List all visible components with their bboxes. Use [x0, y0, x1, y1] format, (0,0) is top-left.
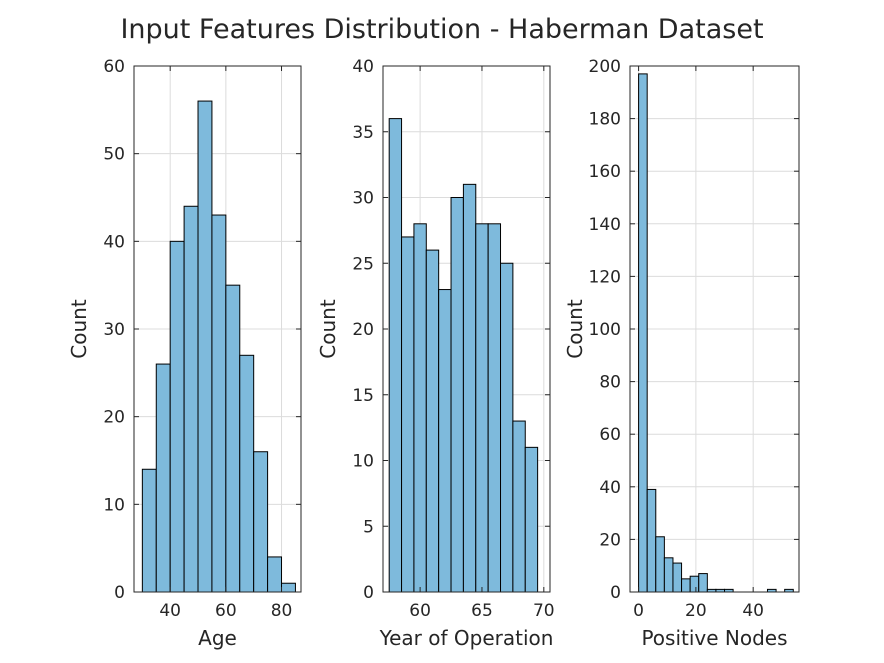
x-tick-label: 20	[685, 601, 707, 621]
histogram-bar	[646, 488, 657, 593]
figure-title: Input Features Distribution - Haberman D…	[120, 14, 763, 45]
y-tick-label: 180	[589, 110, 621, 130]
histogram-bar	[524, 446, 539, 593]
histogram-bar	[281, 582, 296, 593]
x-axis-label: Year of Operation	[379, 626, 554, 650]
y-tick-label: 20	[352, 320, 374, 340]
subplot-age: 0 10 20 30 40 50 60 40 60 80 Age Count	[67, 57, 302, 650]
histogram-bar	[183, 205, 199, 593]
x-tick-label: 70	[533, 601, 555, 621]
y-tick-label: 100	[589, 320, 621, 340]
histogram-bar	[169, 240, 185, 593]
histogram-bar	[425, 249, 440, 593]
x-tick-label: 80	[271, 601, 293, 621]
histogram-bar	[512, 420, 526, 593]
histogram-bar	[655, 536, 665, 593]
y-tick-label: 40	[599, 478, 621, 498]
y-tick-label: 25	[352, 254, 374, 274]
histogram-bar	[487, 223, 502, 593]
histogram-bar	[141, 468, 157, 593]
y-tick-label: 120	[589, 267, 621, 287]
y-tick-label: 40	[103, 232, 125, 252]
y-axis-label: Count	[316, 299, 340, 359]
x-tick-label: 60	[409, 601, 431, 621]
y-tick-label: 140	[589, 215, 621, 235]
histogram-bar	[689, 575, 700, 593]
y-axis-label: Count	[67, 299, 91, 359]
histogram-bar	[672, 562, 683, 593]
y-tick-label: 50	[103, 145, 125, 165]
y-tick-label: 35	[352, 123, 374, 143]
y-tick-label: 160	[589, 162, 621, 182]
y-tick-label: 5	[363, 517, 374, 537]
y-tick-label: 30	[103, 320, 125, 340]
histogram-bar	[413, 223, 427, 593]
x-tick-label: 0	[633, 601, 644, 621]
x-tick-label: 40	[159, 601, 181, 621]
x-axis-label: Positive Nodes	[641, 626, 787, 650]
histogram-bar	[500, 262, 514, 593]
histogram-bar	[239, 354, 255, 593]
x-tick-label: 60	[215, 601, 237, 621]
y-tick-label: 0	[114, 583, 125, 603]
y-tick-label: 10	[103, 495, 125, 515]
y-tick-label: 200	[589, 57, 621, 77]
y-tick-label: 40	[352, 57, 374, 77]
y-tick-label: 0	[363, 583, 374, 603]
histogram-bar	[253, 451, 269, 593]
histogram-bar	[155, 363, 171, 593]
y-axis-label: Count	[563, 299, 587, 359]
y-tick-label: 15	[352, 386, 374, 406]
histogram-bar	[197, 100, 213, 593]
y-tick-label: 0	[610, 583, 621, 603]
histogram-bar	[698, 573, 708, 593]
y-tick-label: 10	[352, 452, 374, 472]
x-tick-label: 40	[742, 601, 764, 621]
histogram-bar	[475, 223, 489, 593]
histogram-bar	[681, 578, 691, 593]
y-tick-label: 60	[599, 425, 621, 445]
histogram-bar	[225, 284, 241, 593]
subplot-positive-nodes: 0 20 40 60 80 100 120 140 160 180 200 0 20 40 Positive…	[563, 57, 800, 650]
histogram-bar	[462, 183, 477, 593]
histogram-bar	[663, 557, 674, 593]
histogram-bar	[211, 214, 227, 593]
histogram-bar	[450, 197, 464, 593]
histogram-bar	[638, 73, 648, 593]
x-tick-label: 65	[471, 601, 493, 621]
x-axis-label: Age	[198, 626, 237, 650]
y-tick-label: 80	[599, 373, 621, 393]
y-tick-label: 20	[103, 408, 125, 428]
y-tick-label: 20	[599, 530, 621, 550]
histogram-bar	[401, 236, 415, 593]
subplot-year-of-operation: 0 5 10 15 20 25 30 35 40 60 65 70 Year of Operation C…	[316, 57, 555, 650]
histogram-bar	[438, 289, 452, 593]
histogram-bar	[267, 556, 283, 593]
histogram-bar	[388, 118, 403, 593]
y-tick-label: 30	[352, 189, 374, 209]
y-tick-label: 60	[103, 57, 125, 77]
